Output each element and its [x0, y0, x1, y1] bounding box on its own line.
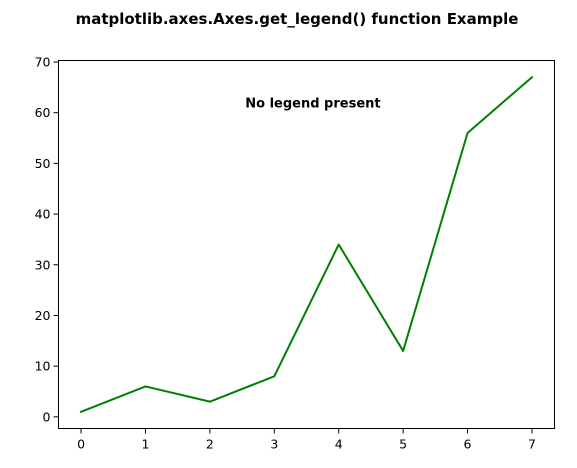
x-tick-label: 6 — [464, 437, 472, 452]
annotation-no-legend: No legend present — [245, 97, 380, 112]
x-axis: 0 1 2 3 4 5 6 7 — [77, 428, 536, 452]
y-tick-label: 70 — [35, 55, 51, 70]
y-tick-label: 50 — [35, 156, 51, 171]
y-tick-label: 40 — [35, 207, 51, 222]
axes-frame — [58, 60, 555, 429]
y-tick-label: 20 — [35, 308, 51, 323]
series-line — [79, 75, 534, 414]
x-tick-label: 4 — [335, 437, 343, 452]
y-tick-label: 10 — [35, 359, 51, 374]
x-tick-label: 1 — [141, 437, 149, 452]
x-tick-label: 3 — [270, 437, 278, 452]
x-tick-label: 0 — [77, 437, 85, 452]
x-tick-label: 5 — [399, 437, 407, 452]
y-tick-label: 0 — [43, 409, 51, 424]
y-tick-label: 60 — [35, 105, 51, 120]
y-tick-label: 30 — [35, 257, 51, 272]
y-axis: 0 10 20 30 40 50 60 70 — [35, 55, 59, 424]
x-tick-label: 7 — [528, 437, 536, 452]
x-tick-label: 2 — [206, 437, 214, 452]
chart-title: matplotlib.axes.Axes.get_legend() functi… — [76, 10, 519, 28]
series-group — [79, 75, 534, 414]
